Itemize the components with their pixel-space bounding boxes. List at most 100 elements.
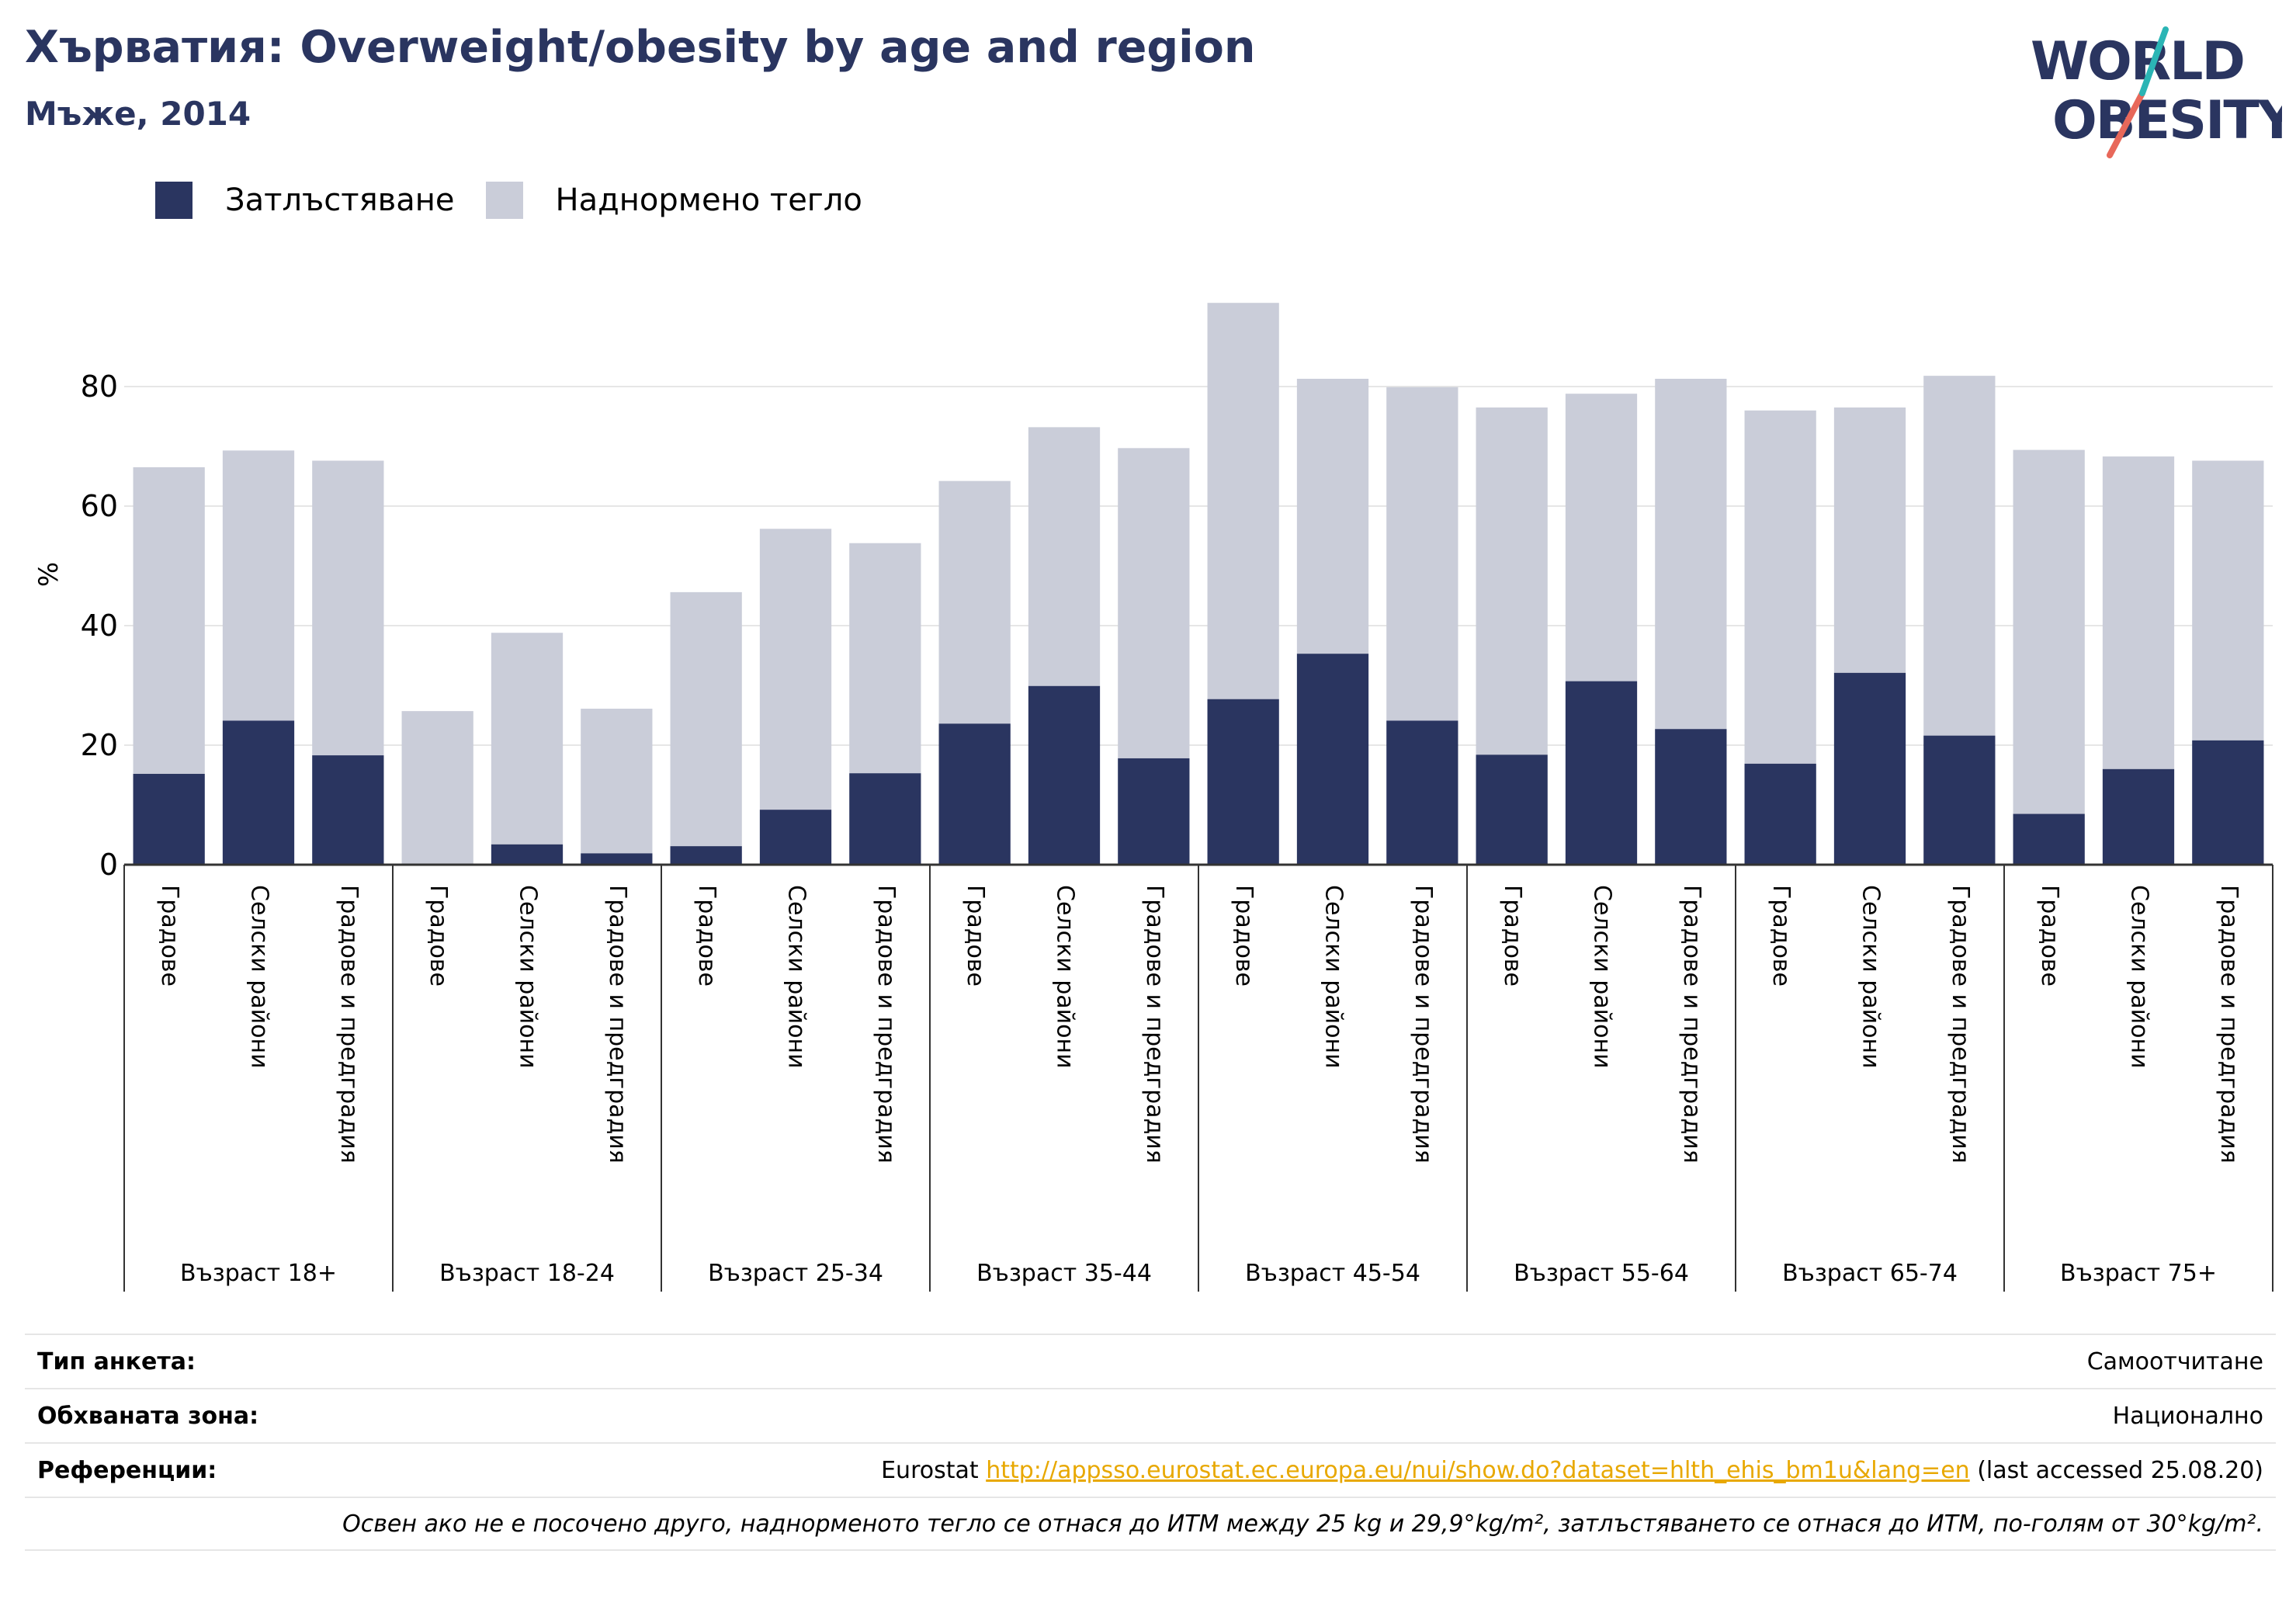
bar-overweight <box>133 467 205 774</box>
bar-chart: 0 20 40 60 80% Градове Селски райони Градове и … <box>33 303 2273 1292</box>
refs-suffix: (last accessed 25.08.20) <box>1977 1456 2263 1484</box>
bar-overweight <box>1476 407 1548 755</box>
group-label: Възраст 75+ <box>2060 1260 2217 1287</box>
x-tick-label: Селски райони <box>1052 885 1079 1069</box>
bar-overweight <box>2102 456 2175 769</box>
chart-legend: Затлъстяване Наднормено тегло <box>155 179 893 222</box>
logo-line2: OBESITY <box>2052 90 2282 151</box>
x-tick-label: Градове <box>693 885 720 987</box>
bar-overweight <box>1923 376 1996 736</box>
group-label: Възраст 65-74 <box>1782 1260 1958 1287</box>
legend-label-overweight: Наднормено тегло <box>555 182 862 218</box>
bar-overweight <box>2013 449 2085 814</box>
x-tick-label: Градове и предградия <box>1947 885 1974 1164</box>
group-label: Възраст 18+ <box>180 1260 337 1287</box>
bar-overweight <box>938 480 1011 724</box>
x-tick-label: Градове <box>425 885 452 987</box>
bar-overweight <box>1296 378 1369 654</box>
group-label: Възраст 18-24 <box>439 1260 615 1287</box>
coverage-label: Обхваната зона: <box>37 1402 259 1430</box>
world-obesity-logo: WORLD OBESITY <box>2031 26 2282 158</box>
chart-subtitle: Мъже, 2014 <box>25 95 251 133</box>
bar-obesity <box>1118 758 1190 865</box>
bar-obesity <box>1833 672 1906 865</box>
bar-obesity <box>1923 735 1996 865</box>
logo-line1: WORLD <box>2031 31 2244 92</box>
legend-swatch-overweight <box>485 182 523 219</box>
bar-obesity <box>1476 754 1548 865</box>
y-tick-label: 60 <box>81 489 118 523</box>
bar-obesity <box>2102 768 2175 865</box>
x-tick-label: Градове и предградия <box>1141 885 1168 1164</box>
bar-obesity <box>1655 729 1727 865</box>
bar-obesity <box>759 810 832 865</box>
group-label: Възраст 45-54 <box>1245 1260 1420 1287</box>
y-tick-label: 0 <box>99 848 118 882</box>
footer-note: Освен ако не е посочено друго, наднормен… <box>342 1510 2263 1538</box>
x-tick-label: Селски райони <box>1857 885 1885 1069</box>
x-tick-label: Градове и предградия <box>872 885 900 1164</box>
bar-overweight <box>1565 394 1638 682</box>
x-tick-label: Градове <box>962 885 989 987</box>
bar-overweight <box>1833 407 1906 673</box>
bar-overweight <box>581 709 653 854</box>
bar-obesity <box>938 723 1011 865</box>
legend-label-obesity: Затлъстяване <box>225 182 455 218</box>
legend-item-overweight: Наднормено тегло <box>485 182 862 219</box>
legend-swatch-obesity <box>155 182 192 219</box>
bar-overweight <box>1744 410 1816 764</box>
x-tick-label: Градове и предградия <box>604 885 631 1164</box>
y-tick-label: 40 <box>81 609 118 643</box>
bar-obesity <box>1744 763 1816 865</box>
y-tick-label: 80 <box>81 369 118 404</box>
chart-title: Хърватия: Overweight/obesity by age and … <box>25 22 1256 73</box>
x-tick-label: Градове <box>156 885 183 987</box>
x-tick-label: Селски райони <box>783 885 810 1069</box>
chart-footer: Тип анкета: Самоотчитане Обхваната зона:… <box>25 1334 2276 1551</box>
bar-overweight <box>1386 387 1458 721</box>
survey-label: Тип анкета: <box>37 1348 196 1375</box>
bar-overweight <box>1028 427 1101 686</box>
footer-row-survey: Тип анкета: Самоотчитане <box>25 1334 2276 1388</box>
coverage-value: Национално <box>2112 1402 2263 1430</box>
x-tick-label: Селски райони <box>246 885 273 1069</box>
bar-overweight <box>1207 303 1279 699</box>
legend-item-obesity: Затлъстяване <box>155 182 455 219</box>
survey-value: Самоотчитане <box>2086 1348 2263 1375</box>
x-tick-label: Градове <box>1499 885 1526 987</box>
x-tick-label: Градове и предградия <box>1410 885 1437 1164</box>
bar-obesity <box>312 755 384 865</box>
refs-prefix: Eurostat <box>881 1456 979 1484</box>
x-tick-label: Градове <box>2036 885 2063 987</box>
bar-obesity <box>1296 654 1369 865</box>
footer-row-references: Референции: Eurostat http://appsso.euros… <box>25 1442 2276 1497</box>
group-label: Възраст 25-34 <box>708 1260 883 1287</box>
bar-overweight <box>491 633 564 845</box>
y-axis-label: % <box>33 562 64 587</box>
bar-overweight <box>849 543 921 774</box>
bar-obesity <box>1565 681 1638 865</box>
bar-obesity <box>1386 720 1458 865</box>
bar-obesity <box>670 846 742 865</box>
group-label: Възраст 35-44 <box>976 1260 1152 1287</box>
refs-link[interactable]: http://appsso.eurostat.ec.europa.eu/nui/… <box>986 1456 1970 1484</box>
bar-obesity <box>581 853 653 865</box>
bar-obesity <box>2013 813 2085 865</box>
x-tick-label: Градове и предградия <box>2215 885 2242 1164</box>
bar-overweight <box>2192 460 2264 741</box>
x-tick-label: Градове <box>1230 885 1257 987</box>
x-tick-label: Градове и предградия <box>335 885 362 1164</box>
bar-obesity <box>133 773 205 865</box>
footer-row-note: Освен ако не е посочено друго, наднормен… <box>25 1497 2276 1551</box>
refs-value: Eurostat http://appsso.eurostat.ec.europ… <box>881 1457 2263 1484</box>
x-tick-label: Селски райони <box>515 885 542 1069</box>
bar-obesity <box>2192 740 2264 865</box>
group-label: Възраст 55-64 <box>1514 1260 1689 1287</box>
footer-row-coverage: Обхваната зона: Национално <box>25 1388 2276 1442</box>
x-tick-label: Градове и предградия <box>1678 885 1705 1164</box>
bar-obesity <box>849 773 921 865</box>
y-tick-label: 20 <box>81 728 118 762</box>
bar-overweight <box>312 460 384 756</box>
bar-overweight <box>222 450 295 721</box>
bar-overweight <box>401 711 473 865</box>
